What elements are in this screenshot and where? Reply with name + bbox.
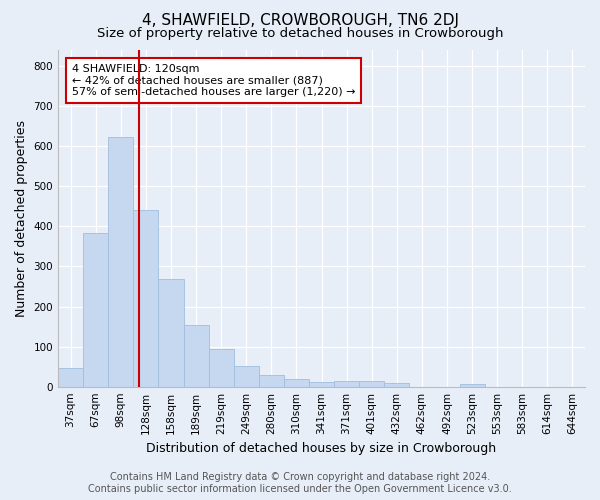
X-axis label: Distribution of detached houses by size in Crowborough: Distribution of detached houses by size … <box>146 442 497 455</box>
Bar <box>384 384 409 386</box>
Text: Size of property relative to detached houses in Crowborough: Size of property relative to detached ho… <box>97 28 503 40</box>
Bar <box>233 366 259 386</box>
Bar <box>284 380 309 386</box>
Bar <box>58 368 83 386</box>
Bar <box>158 280 184 386</box>
Bar <box>309 382 334 386</box>
Bar <box>184 324 209 386</box>
Text: 4, SHAWFIELD, CROWBOROUGH, TN6 2DJ: 4, SHAWFIELD, CROWBOROUGH, TN6 2DJ <box>142 12 458 28</box>
Bar <box>359 380 384 386</box>
Text: 4 SHAWFIELD: 120sqm
← 42% of detached houses are smaller (887)
57% of semi-detac: 4 SHAWFIELD: 120sqm ← 42% of detached ho… <box>72 64 355 97</box>
Bar <box>133 210 158 386</box>
Bar <box>209 348 233 387</box>
Text: Contains HM Land Registry data © Crown copyright and database right 2024.
Contai: Contains HM Land Registry data © Crown c… <box>88 472 512 494</box>
Bar <box>460 384 485 386</box>
Bar <box>334 382 359 386</box>
Bar <box>83 233 108 386</box>
Bar <box>259 376 284 386</box>
Y-axis label: Number of detached properties: Number of detached properties <box>15 120 28 317</box>
Bar <box>108 138 133 386</box>
